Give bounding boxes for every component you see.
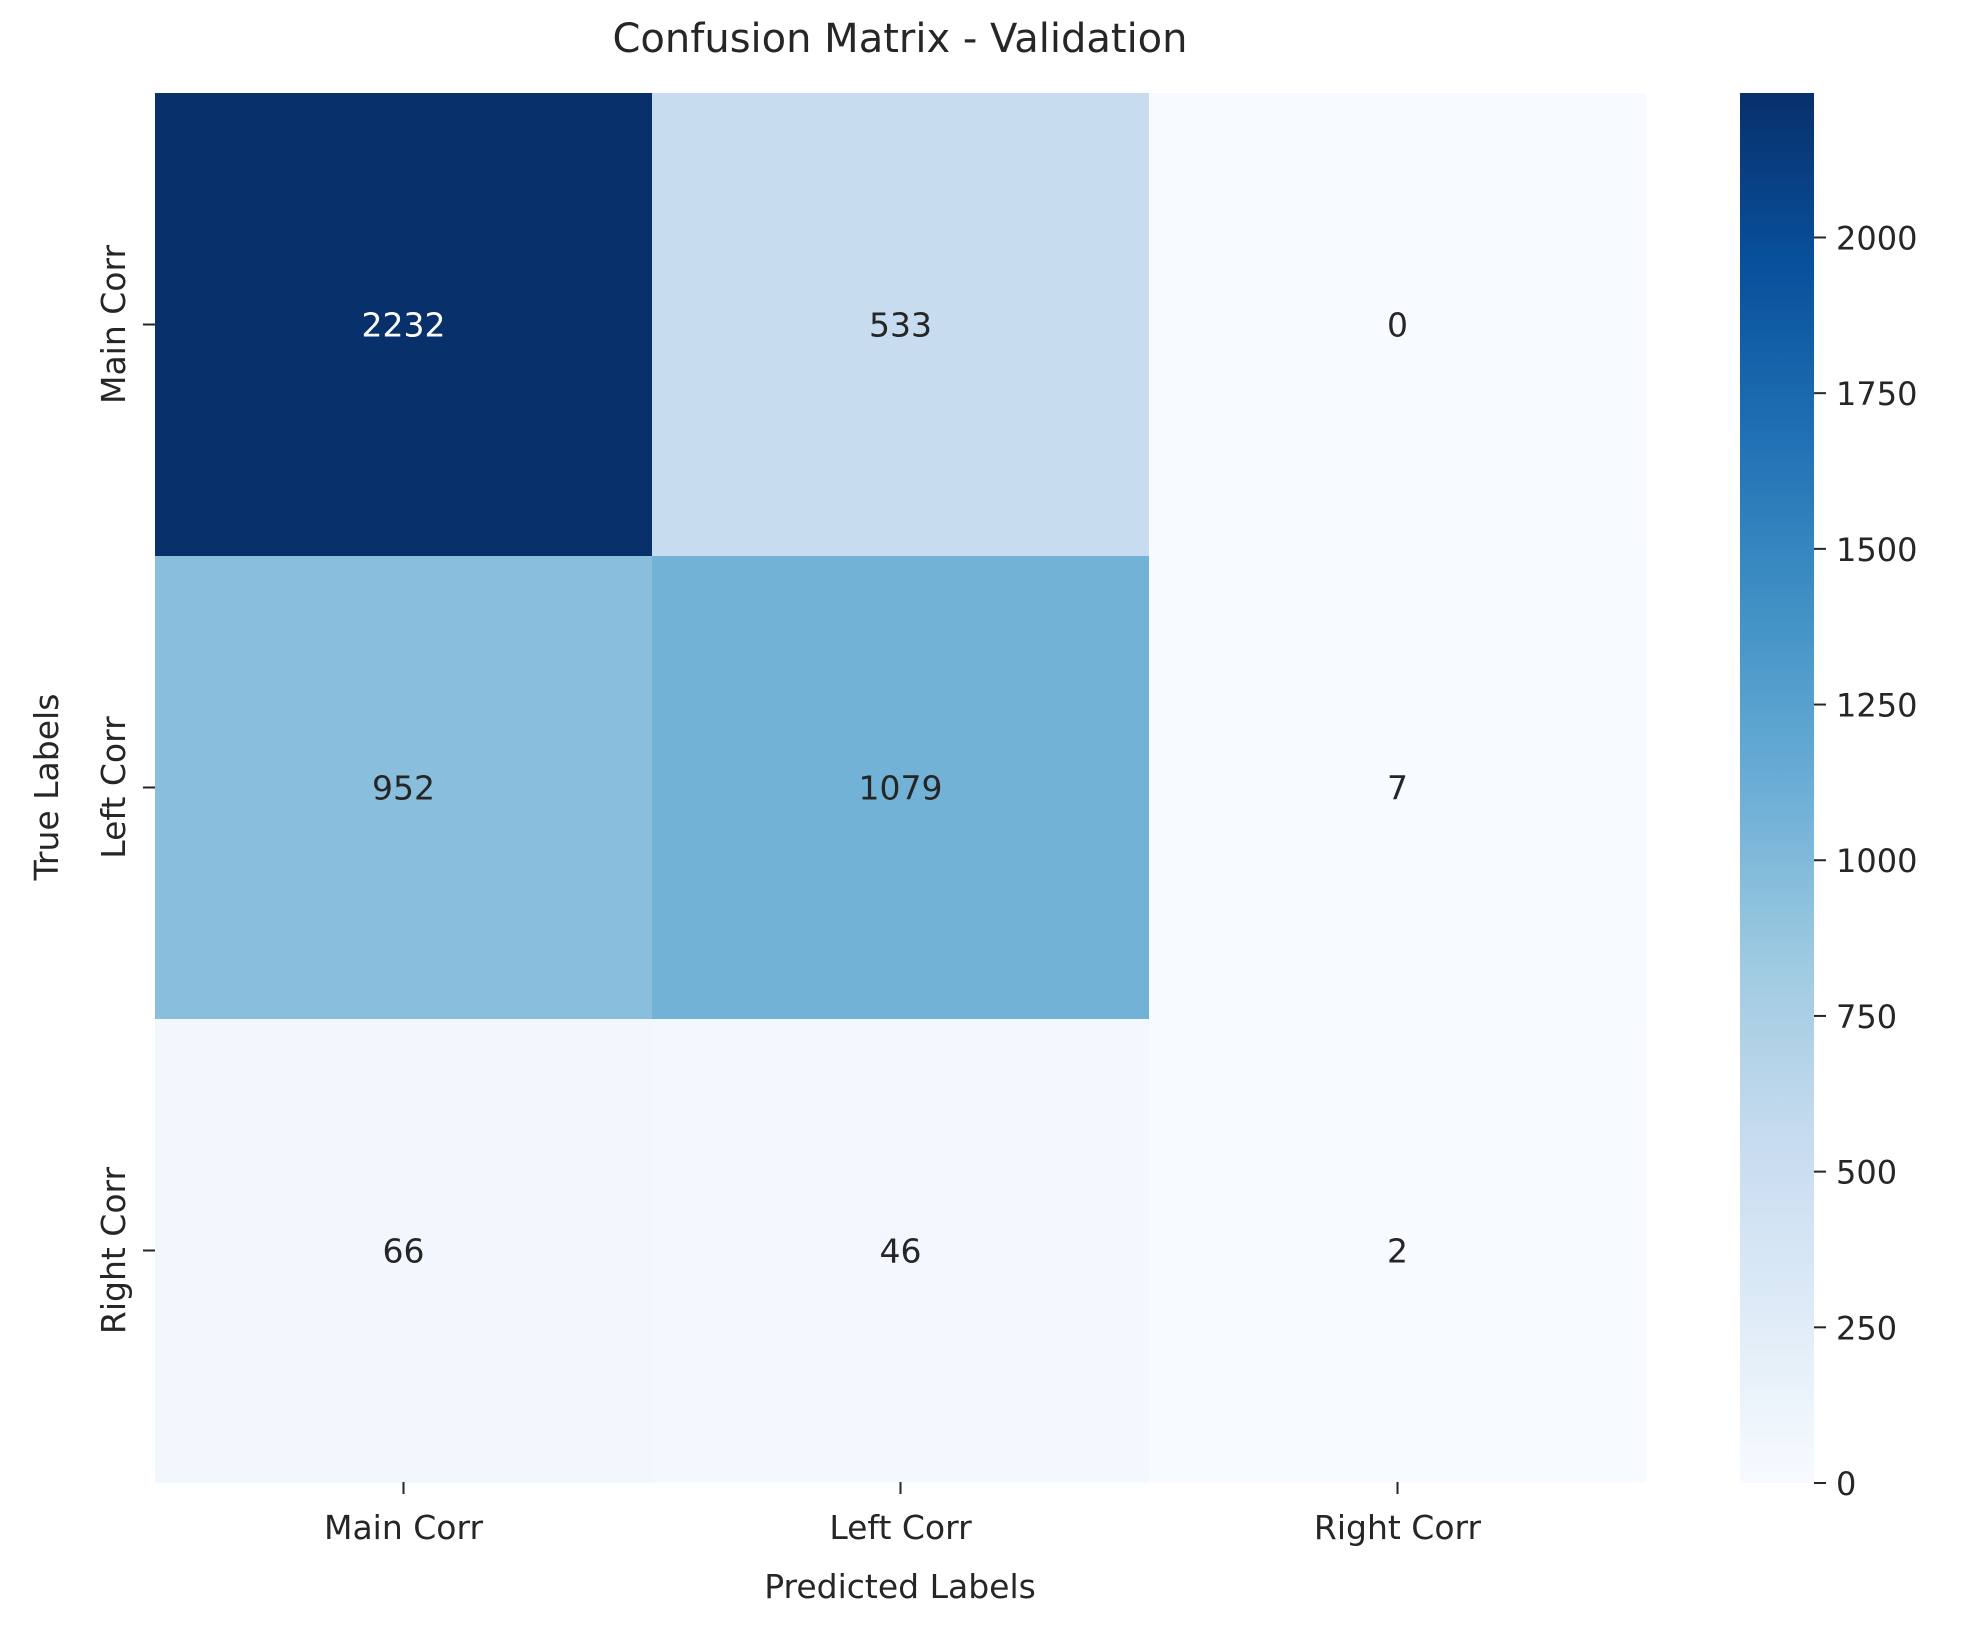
axes: Main Corr Left Corr Right Corr Main Corr Lef… <box>94 245 1482 1547</box>
x-tick-label: Left Corr <box>829 1508 972 1547</box>
y-axis-label: True Labels <box>27 694 66 882</box>
heatmap-cell <box>652 1019 1150 1483</box>
heatmap-cells <box>155 93 1647 1483</box>
x-tick-label: Main Corr <box>324 1508 483 1547</box>
colorbar-tick-label: 1250 <box>1836 687 1917 725</box>
heatmap-cell <box>652 93 1150 557</box>
heatmap-cell <box>652 556 1150 1020</box>
heatmap-cell <box>155 93 653 557</box>
cell-value-label: 2232 <box>362 306 446 345</box>
colorbar-gradient <box>1740 93 1814 1483</box>
x-axis-label: Predicted Labels <box>764 1567 1036 1606</box>
heatmap-cell <box>1149 93 1647 557</box>
y-tick-label: Main Corr <box>94 245 133 404</box>
cell-value-label: 533 <box>869 306 932 345</box>
heatmap-cell <box>155 1019 653 1483</box>
colorbar-tick-label: 1500 <box>1836 531 1917 569</box>
colorbar-tick-label: 1750 <box>1836 375 1917 413</box>
cell-value-labels: 2232 533 0 952 1079 7 66 46 2 <box>362 306 1408 1271</box>
heatmap-cell <box>1149 1019 1647 1483</box>
heatmap-cell <box>1149 556 1647 1020</box>
cell-value-label: 952 <box>372 769 435 808</box>
cell-value-label: 2 <box>1387 1232 1408 1271</box>
cell-value-label: 66 <box>383 1232 425 1271</box>
cell-value-label: 0 <box>1387 306 1408 345</box>
y-tick-label: Right Corr <box>94 1166 133 1334</box>
heatmap-cell <box>155 556 653 1020</box>
cell-value-label: 46 <box>880 1232 922 1271</box>
cell-value-label: 1079 <box>859 769 943 808</box>
chart-title: Confusion Matrix - Validation <box>613 16 1188 62</box>
colorbar-tick-label: 250 <box>1836 1309 1897 1347</box>
cell-value-label: 7 <box>1387 769 1408 808</box>
x-tick-label: Right Corr <box>1314 1508 1482 1547</box>
colorbar-tick-label: 1000 <box>1836 842 1917 880</box>
colorbar-tick-label: 500 <box>1836 1154 1897 1192</box>
colorbar-tick-label: 750 <box>1836 998 1897 1036</box>
colorbar-tick-label: 2000 <box>1836 219 1917 257</box>
y-tick-label: Left Corr <box>94 716 133 859</box>
colorbar-tick-label: 0 <box>1836 1465 1856 1503</box>
colorbar: 0 250 500 750 1000 1250 1500 1750 2000 <box>1740 93 1917 1503</box>
